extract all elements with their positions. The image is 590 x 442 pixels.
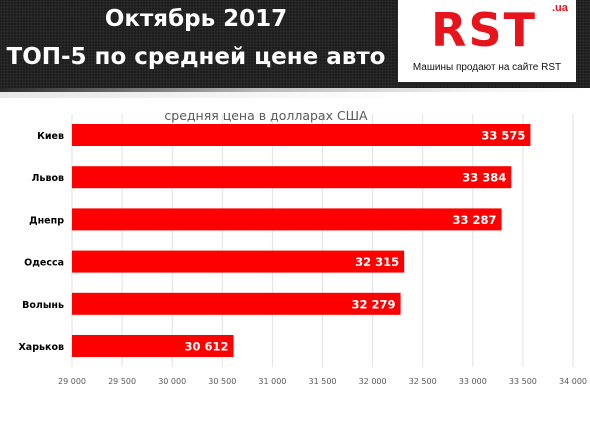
x-tick-label: 33 000	[459, 377, 487, 386]
bar	[72, 166, 512, 189]
bar	[72, 250, 405, 273]
header-banner: Октябрь 2017 ТОП-5 по средней цене авто …	[0, 0, 590, 88]
title-line-2: ТОП-5 по средней цене авто	[6, 44, 386, 70]
rst-logo[interactable]: RST .ua Машины продают на сайте RST	[398, 0, 576, 82]
value-label: 30 612	[185, 340, 229, 354]
x-tick-label: 34 000	[559, 377, 587, 386]
x-tick-label: 33 500	[509, 377, 537, 386]
category-label: Одесса	[24, 258, 64, 269]
header-shadow	[0, 92, 590, 98]
logo-tagline: Машины продают на сайте RST	[412, 62, 562, 73]
bar	[72, 208, 502, 231]
bar	[72, 292, 401, 315]
value-label: 33 384	[462, 171, 506, 185]
category-label: Харьков	[18, 342, 64, 353]
category-label: Киев	[37, 131, 64, 142]
x-tick-label: 30 000	[158, 377, 186, 386]
value-label: 33 575	[481, 129, 525, 143]
logo-domain: .ua	[552, 2, 568, 14]
category-label: Львов	[32, 173, 64, 184]
x-tick-label: 29 500	[108, 377, 136, 386]
category-label: Волынь	[22, 300, 64, 311]
bar	[72, 124, 531, 146]
chart-title: средняя цена в долларах США	[164, 108, 368, 123]
logo-wordmark: RST	[431, 3, 537, 57]
x-tick-label: 32 500	[409, 377, 437, 386]
value-label: 33 287	[453, 213, 497, 227]
x-tick-label: 29 000	[58, 377, 86, 386]
bar	[72, 335, 234, 357]
x-tick-label: 32 000	[359, 377, 387, 386]
title-line-1: Октябрь 2017	[104, 6, 288, 32]
x-tick-label: 31 500	[309, 377, 337, 386]
header-divider	[0, 88, 590, 92]
value-label: 32 279	[352, 297, 396, 311]
value-label: 32 315	[355, 255, 399, 269]
x-tick-label: 30 500	[208, 377, 236, 386]
category-label: Днепр	[29, 215, 64, 226]
x-tick-label: 31 000	[258, 377, 286, 386]
